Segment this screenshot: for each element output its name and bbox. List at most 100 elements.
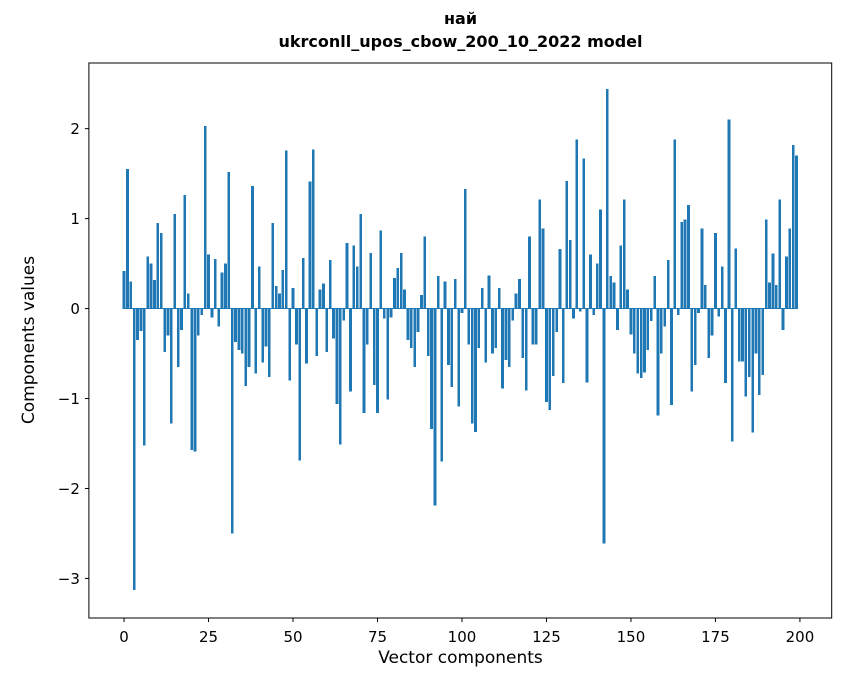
bar xyxy=(660,308,663,354)
bar xyxy=(389,308,393,318)
bar xyxy=(447,308,450,366)
bar xyxy=(129,281,133,309)
bar xyxy=(352,245,356,309)
bar xyxy=(578,308,582,312)
bar xyxy=(504,308,508,360)
bar xyxy=(690,308,694,392)
bar xyxy=(524,308,528,391)
bar xyxy=(545,308,548,403)
bar xyxy=(349,308,352,392)
bar xyxy=(646,308,650,350)
bar xyxy=(703,285,707,309)
bar xyxy=(420,295,423,309)
bar xyxy=(541,228,545,309)
bar xyxy=(595,263,599,309)
bar xyxy=(717,308,721,317)
bar xyxy=(538,199,542,309)
x-tick-label: 125 xyxy=(532,628,561,646)
bar xyxy=(413,308,417,368)
bar xyxy=(146,256,150,309)
bar xyxy=(737,308,741,362)
bar xyxy=(224,263,227,309)
bar xyxy=(268,308,271,377)
x-axis-label: Vector components xyxy=(378,648,543,668)
bar xyxy=(548,308,552,411)
bar xyxy=(511,308,515,321)
bar xyxy=(474,308,477,432)
bar xyxy=(416,308,420,332)
bar xyxy=(730,308,734,442)
bar xyxy=(744,308,748,397)
bar xyxy=(308,181,312,309)
bar xyxy=(582,158,585,309)
bar xyxy=(585,308,589,383)
bar xyxy=(345,242,349,309)
bar xyxy=(649,308,653,322)
bar xyxy=(322,283,325,309)
bar xyxy=(166,308,170,336)
bar xyxy=(460,308,464,314)
bar xyxy=(551,308,555,377)
y-tick-label: −2 xyxy=(58,480,80,498)
bar xyxy=(251,186,254,309)
bar xyxy=(589,254,592,309)
bar xyxy=(605,89,609,309)
x-tick-label: 100 xyxy=(448,628,477,646)
bar xyxy=(497,287,501,309)
bar xyxy=(379,230,383,309)
bar xyxy=(244,308,248,386)
bar xyxy=(274,286,278,309)
bar xyxy=(619,245,623,309)
bar xyxy=(136,308,139,341)
bar xyxy=(183,195,187,309)
bar xyxy=(565,180,569,309)
bar xyxy=(528,236,531,309)
y-tick-label: 1 xyxy=(70,210,80,228)
bar xyxy=(501,308,504,389)
bar xyxy=(200,308,204,315)
bar xyxy=(430,308,433,430)
bar xyxy=(315,308,319,357)
bar xyxy=(193,308,197,452)
bar xyxy=(673,139,677,309)
bar xyxy=(362,308,366,413)
bar xyxy=(126,169,129,309)
bar xyxy=(264,308,268,347)
bar xyxy=(491,308,494,354)
bar xyxy=(450,308,454,387)
bar xyxy=(335,308,339,404)
bar xyxy=(186,293,190,309)
bar xyxy=(788,228,792,309)
bar xyxy=(680,222,683,309)
bar xyxy=(180,308,183,331)
bar xyxy=(237,308,241,350)
bar xyxy=(616,308,619,331)
bar xyxy=(318,289,322,309)
bar xyxy=(403,289,406,309)
bar xyxy=(173,214,177,309)
bar xyxy=(609,276,613,309)
x-tick-label: 175 xyxy=(701,628,730,646)
bar xyxy=(697,308,700,314)
bar xyxy=(484,308,487,363)
bar xyxy=(257,266,261,309)
bar xyxy=(261,308,264,363)
x-tick-label: 200 xyxy=(786,628,815,646)
x-tick-label: 150 xyxy=(617,628,646,646)
bar xyxy=(761,308,765,376)
bar xyxy=(366,308,369,345)
bar xyxy=(521,308,525,359)
bar xyxy=(423,236,427,309)
bar xyxy=(369,252,373,309)
bar xyxy=(707,308,711,359)
bar xyxy=(643,308,646,373)
bar xyxy=(683,219,687,309)
bar xyxy=(741,308,744,362)
bar xyxy=(714,233,717,309)
x-tick-label: 75 xyxy=(368,628,387,646)
bar xyxy=(534,308,538,345)
bar xyxy=(284,150,288,309)
bar xyxy=(436,276,440,309)
bar xyxy=(464,188,467,309)
